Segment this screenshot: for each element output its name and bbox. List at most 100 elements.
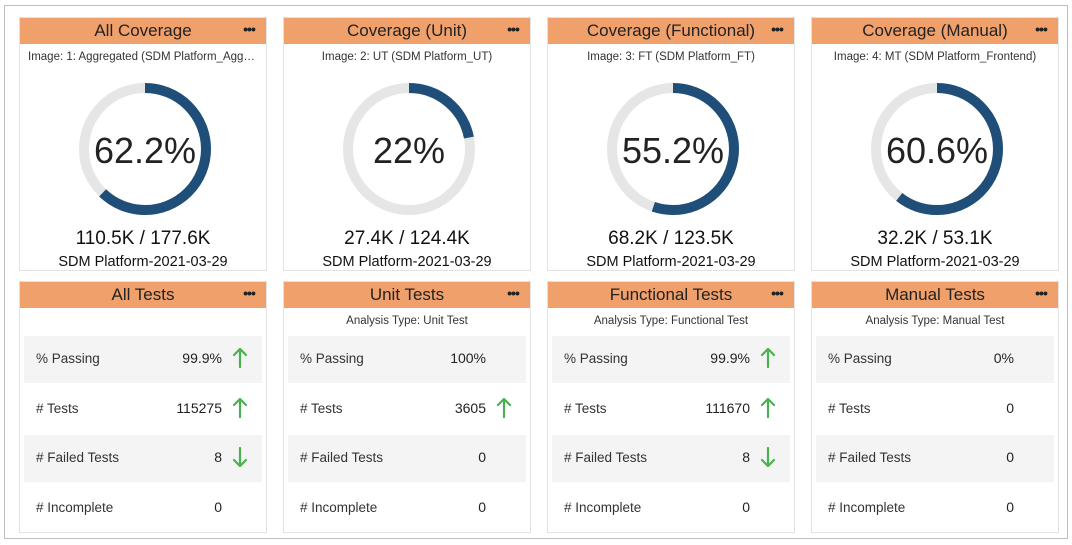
metric-row: % Passing 99.9% (552, 336, 790, 383)
metric-row: # Incomplete 0 (552, 485, 790, 532)
coverage-donut: 62.2% (75, 79, 215, 219)
arrow-down-icon (760, 446, 776, 468)
arrow-up-icon (760, 397, 776, 419)
tile-header: Functional Tests ••• (548, 282, 794, 308)
snapshot-name: SDM Platform-2021-03-29 (850, 254, 1020, 270)
coverage-ratio: 32.2K / 53.1K (877, 228, 993, 249)
metric-label: % Passing (300, 351, 364, 366)
more-dots-icon[interactable]: ••• (507, 21, 520, 37)
metric-row: % Passing 100% (288, 336, 526, 383)
arrow-up-icon (232, 347, 248, 369)
tile-subtitle: Image: 1: Aggregated (SDM Platform_Aggre… (28, 51, 258, 63)
tile-subtitle: Image: 3: FT (SDM Platform_FT) (587, 51, 755, 63)
tile-title: All Coverage (94, 21, 192, 40)
arrow-up-icon (760, 347, 776, 369)
metric-label: # Tests (36, 400, 79, 416)
metric-value: 0 (1006, 498, 1014, 515)
coverage-percent: 62.2% (93, 130, 197, 171)
metric-row: # Failed Tests 0 (816, 435, 1054, 482)
donut-progress-arc (871, 83, 1003, 215)
metric-row: # Failed Tests 0 (288, 435, 526, 482)
metric-label: # Tests (300, 400, 343, 416)
coverage-percent: 60.6% (885, 130, 989, 171)
tests-tile-manual: Manual Tests ••• Analysis Type: Manual T… (811, 281, 1059, 533)
tile-header: All Coverage ••• (20, 18, 266, 44)
metric-value: 100% (450, 350, 486, 366)
metric-label: # Failed Tests (828, 450, 912, 465)
metric-row: # Tests 3605 (288, 386, 526, 433)
donut-progress-arc (79, 83, 211, 215)
metric-value: 0 (1006, 449, 1014, 465)
tile-header: Coverage (Functional) ••• (548, 18, 794, 44)
metric-label: % Passing (564, 351, 628, 366)
snapshot-name: SDM Platform-2021-03-29 (322, 254, 492, 270)
tile-title: Coverage (Functional) (586, 21, 756, 40)
coverage-ratio: 27.4K / 124.4K (344, 228, 470, 249)
coverage-percent: 22% (372, 130, 446, 171)
metric-value: 0 (1006, 399, 1014, 416)
coverage-ratio: 68.2K / 123.5K (608, 228, 734, 249)
metric-value: 0 (478, 498, 486, 515)
metric-row: # Tests 111670 (552, 386, 790, 433)
metric-row: % Passing 99.9% (24, 336, 262, 383)
tests-tile-unit: Unit Tests ••• Analysis Type: Unit Test … (283, 281, 531, 533)
coverage-tile-functional: Coverage (Functional) ••• Image: 3: FT (… (547, 17, 795, 271)
coverage-donut: 55.2% (603, 79, 743, 219)
metric-value: 99.9% (182, 350, 222, 366)
tile-subtitle: Image: 2: UT (SDM Platform_UT) (321, 51, 493, 63)
more-dots-icon[interactable]: ••• (507, 285, 520, 301)
coverage-donut: 22% (339, 79, 479, 219)
metric-row: # Tests 115275 (24, 386, 262, 433)
metric-row: # Incomplete 0 (816, 485, 1054, 532)
tile-header: All Tests ••• (20, 282, 266, 308)
arrow-up-icon (232, 397, 248, 419)
metric-value: 0 (214, 498, 222, 515)
more-dots-icon[interactable]: ••• (1035, 285, 1048, 301)
metric-label: # Tests (828, 400, 871, 416)
tile-title: Unit Tests (369, 285, 445, 304)
coverage-donut: 60.6% (867, 79, 1007, 219)
tile-header: Manual Tests ••• (812, 282, 1058, 308)
more-dots-icon[interactable]: ••• (243, 21, 256, 37)
metric-row: # Incomplete 0 (24, 485, 262, 532)
more-dots-icon[interactable]: ••• (243, 285, 256, 301)
metric-value: 3605 (454, 399, 486, 416)
metric-value: 0 (742, 498, 750, 515)
more-dots-icon[interactable]: ••• (771, 285, 784, 301)
arrow-down-icon (232, 446, 248, 468)
arrow-up-icon (496, 397, 512, 419)
coverage-ratio: 110.5K / 177.6K (75, 228, 211, 249)
metric-value: 0 (478, 449, 486, 465)
tests-tile-all: All Tests ••• % Passing 99.9% # Tests 11527… (19, 281, 267, 533)
coverage-tile-unit: Coverage (Unit) ••• Image: 2: UT (SDM Pl… (283, 17, 531, 271)
dashboard-frame: All Coverage ••• Image: 1: Aggregated (S… (4, 5, 1068, 539)
more-dots-icon[interactable]: ••• (771, 21, 784, 37)
metric-label: # Failed Tests (300, 450, 384, 465)
tile-title: All Tests (111, 285, 175, 304)
metric-label: # Tests (564, 400, 607, 416)
metric-value: 115275 (176, 399, 222, 416)
coverage-tile-manual: Coverage (Manual) ••• Image: 4: MT (SDM … (811, 17, 1059, 271)
coverage-tile-all: All Coverage ••• Image: 1: Aggregated (S… (19, 17, 267, 271)
metric-label: # Incomplete (828, 499, 906, 515)
metric-label: % Passing (828, 351, 892, 366)
more-dots-icon[interactable]: ••• (1035, 21, 1048, 37)
tests-tile-functional: Functional Tests ••• Analysis Type: Func… (547, 281, 795, 533)
tile-title: Manual Tests (885, 285, 985, 304)
metric-row: # Incomplete 0 (288, 485, 526, 532)
tile-subtitle: Image: 4: MT (SDM Platform_Frontend) (833, 51, 1037, 63)
metric-value: 99.9% (710, 350, 750, 366)
metric-row: # Failed Tests 8 (552, 435, 790, 482)
metric-value: 111670 (705, 399, 750, 416)
analysis-type: Analysis Type: Manual Test (865, 315, 1005, 327)
metric-label: # Failed Tests (36, 450, 120, 465)
tile-header: Coverage (Unit) ••• (284, 18, 530, 44)
analysis-type: Analysis Type: Unit Test (346, 315, 468, 327)
metric-row: # Failed Tests 8 (24, 435, 262, 482)
tile-title: Coverage (Manual) (862, 21, 1008, 40)
metric-label: % Passing (36, 351, 100, 366)
snapshot-name: SDM Platform-2021-03-29 (58, 254, 228, 270)
snapshot-name: SDM Platform-2021-03-29 (586, 254, 756, 270)
metric-label: # Incomplete (300, 499, 378, 515)
coverage-percent: 55.2% (621, 130, 725, 171)
